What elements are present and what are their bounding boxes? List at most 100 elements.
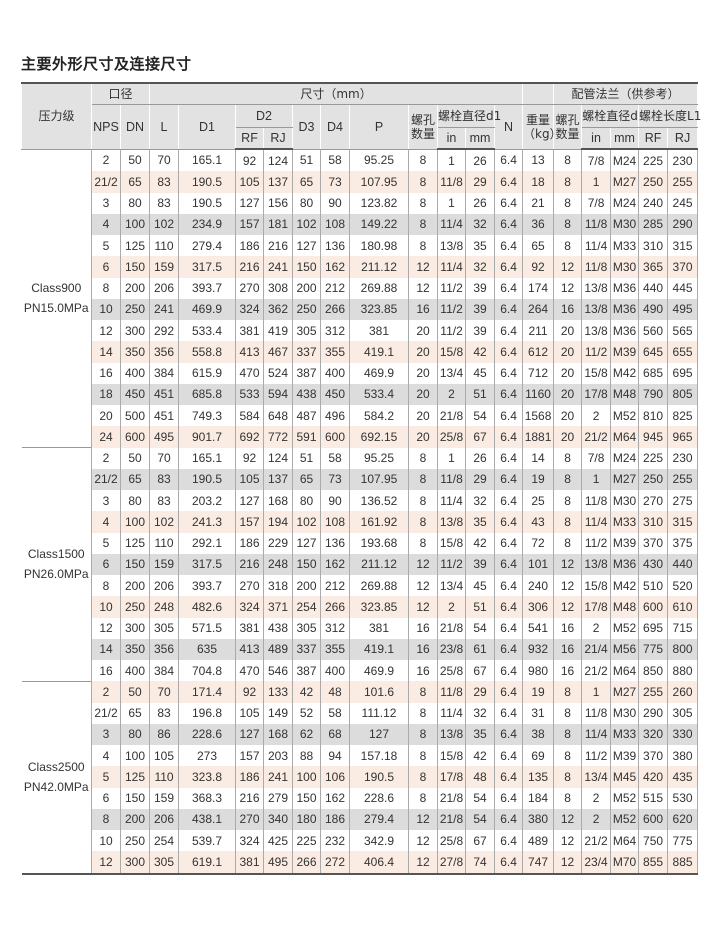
table-cell: 67 [465,830,496,852]
table-cell: 6.4 [494,362,524,384]
table-cell: 3 [91,490,121,512]
table-cell: 3 [91,192,121,214]
table-cell: 487 [292,405,322,427]
table-cell: 32 [465,256,496,278]
table-cell: 318 [263,575,294,597]
table-body: Class900 PN15.0MPa 2 50 70 165.1 92 124 51 58 95.2… [21,149,699,875]
table-cell: 584.2 [349,405,410,427]
table-cell: 264 [522,298,555,320]
table-cell: 370 [638,532,669,554]
table-cell: 8 [553,192,583,214]
table-cell: 18 [91,383,121,405]
table-cell: 365 [638,256,669,278]
table-cell: 6.4 [494,787,524,809]
table-cell: M27 [610,681,640,703]
table-cell: 200 [292,277,322,299]
table-cell: 241 [263,256,294,278]
table-cell: 419.1 [349,638,410,660]
table-cell: 11/2 [437,553,467,575]
table-cell: 8 [91,808,121,830]
table-cell: 203.2 [178,490,237,512]
table-cell: 11/2 [581,745,612,767]
table-row: 12 300 292 533.4 381 419 305 312 381 20 11/2 39 6.4 2… [22,320,699,342]
table-row: 16 400 384 615.9 470 524 387 400 469.9 20 13/4 45 6.… [22,362,699,384]
table-row: 10 250 241 469.9 324 362 250 266 323.85 16 11/2 39 6… [22,298,699,320]
table-cell: 438 [263,617,294,639]
table-cell: 425 [263,830,294,852]
table-cell: M39 [610,341,640,363]
table-cell: 13/4 [437,362,467,384]
table-cell: M27 [610,468,640,490]
table-cell: 124 [263,447,294,469]
pressure-class-cell: Class2500 PN42.0MPa [21,680,92,875]
table-cell: 54 [465,617,496,639]
table-cell: 810 [638,405,669,427]
table-cell: 2 [91,447,121,469]
table-cell: M64 [610,830,640,852]
table-cell: M52 [610,808,640,830]
table-cell: 50 [119,447,151,469]
table-cell: 393.7 [178,575,237,597]
table-cell: 435 [667,766,699,788]
table-row: 14 350 356 558.8 413 467 337 355 419.1 20 15/8 42 6.… [22,341,699,363]
table-cell: 108 [320,511,351,533]
table-cell: 150 [292,787,322,809]
table-cell: 65 [522,235,555,257]
table-cell: 615.9 [178,362,237,384]
table-cell: 380 [522,808,555,830]
table-cell: 308 [263,277,294,299]
table-cell: 51 [465,596,496,618]
table-cell: M24 [610,192,640,214]
pressure-label: PN15.0MPa [23,301,89,316]
table-cell: 510 [638,575,669,597]
header-l: L [149,104,180,150]
table-cell: 324 [235,830,265,852]
table-row: 10 250 254 539.7 324 425 225 232 342.9 12 25/8 67 6.… [22,830,699,852]
table-cell: 14 [522,447,555,469]
table-cell: 438.1 [178,808,237,830]
table-cell: 107.95 [349,468,410,490]
table-cell: 136 [320,532,351,554]
table-cell: 279.4 [349,808,410,830]
table-cell: 12 [553,575,583,597]
table-cell: 65 [119,171,151,193]
table-cell: 133 [263,681,294,703]
table-cell: 157 [235,213,265,235]
table-cell: 300 [119,617,151,639]
table-cell: 70 [149,149,180,172]
table-cell: 149 [263,702,294,724]
pressure-label: PN42.0MPa [23,780,89,795]
table-cell: 70 [149,447,180,469]
table-cell: 715 [667,617,699,639]
table-cell: 2 [91,681,121,703]
table-cell: 27/8 [437,851,467,875]
table-cell: 90 [320,192,351,214]
table-cell: 45 [465,362,496,384]
table-cell: 594 [263,383,294,405]
header-dimensions: 尺寸（mm） [149,82,524,105]
table-cell: 320 [638,723,669,745]
table-cell: 54 [465,808,496,830]
table-cell: 255 [667,171,699,193]
table-cell: 10 [91,298,121,320]
table-cell: 100 [292,766,322,788]
table-cell: 571.5 [178,617,237,639]
table-cell: 6.4 [494,723,524,745]
table-cell: 440 [667,553,699,575]
table-cell: 4 [91,213,121,235]
table-cell: 558.8 [178,341,237,363]
table-cell: 1 [581,171,612,193]
table-cell: 212 [320,277,351,299]
table-cell: 11/4 [437,490,467,512]
table-cell: 8 [408,490,439,512]
table-cell: 290 [667,213,699,235]
table-row: 4 100 105 273 157 203 88 94 157.18 8 15/8 42 6.4 69 8 1… [22,745,699,767]
table-row: 21/2 65 83 196.8 105 149 52 58 111.12 8 11/4 32 6.4 3… [22,702,699,724]
table-cell: M45 [610,766,640,788]
table-cell: 54 [465,405,496,427]
table-cell: 290 [638,702,669,724]
table-cell: 52 [292,702,322,724]
header-d1-mm: mm [465,127,496,150]
table-cell: 241 [263,766,294,788]
table-cell: 21/2 [581,660,612,682]
